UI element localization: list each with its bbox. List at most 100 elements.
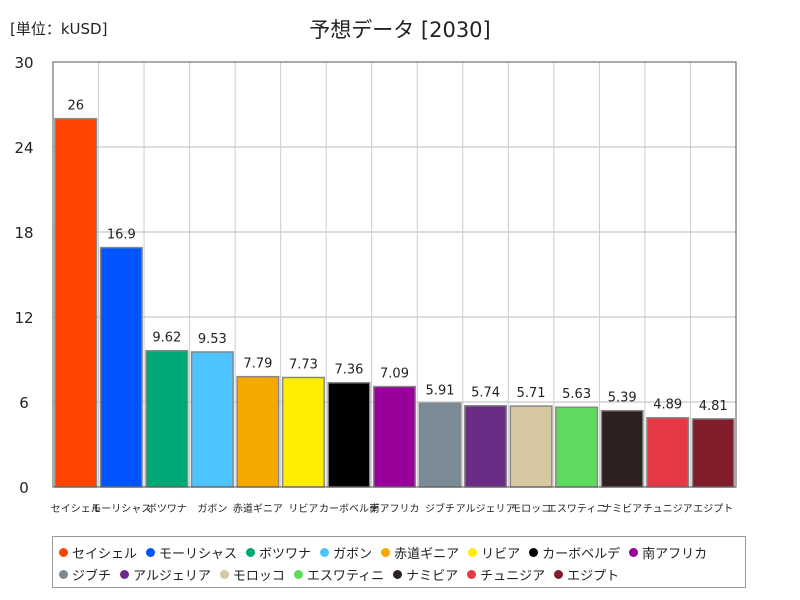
data-label: 9.62 xyxy=(152,331,181,346)
bar xyxy=(600,409,644,488)
legend-swatch xyxy=(293,569,303,579)
legend-item: モーリシャス xyxy=(146,541,237,563)
bar xyxy=(555,406,599,488)
legend-label: アルジェリア xyxy=(133,568,211,584)
legend-swatch xyxy=(59,569,68,579)
data-label: 5.71 xyxy=(517,386,546,401)
legend-item: 南アフリカ xyxy=(629,541,707,563)
legend-swatch xyxy=(393,569,403,579)
x-tick-label: ナミビア xyxy=(602,503,642,515)
x-tick-label: ガボン xyxy=(197,503,227,515)
legend-label: カーボベルデ xyxy=(542,546,621,562)
legend-item: アルジェリア xyxy=(120,563,211,585)
legend-item: チュニジア xyxy=(467,563,545,585)
legend-swatch xyxy=(467,569,477,579)
bar xyxy=(236,375,280,488)
legend-swatch xyxy=(629,547,639,557)
legend-label: ガボン xyxy=(333,546,373,562)
legend-label: モロッコ xyxy=(232,568,285,584)
legend-item: リビア xyxy=(468,541,520,563)
legend-swatch xyxy=(468,547,478,557)
data-label: 4.81 xyxy=(699,399,728,414)
legend-item: エジプト xyxy=(554,563,619,585)
data-label: 5.74 xyxy=(471,386,500,401)
y-tick-label: 6 xyxy=(19,394,29,412)
legend-label: エスワティニ xyxy=(306,568,385,584)
x-tick-label: エジプト xyxy=(693,503,733,515)
legend-item: 赤道ギニア xyxy=(381,541,459,563)
x-tick-label: リビア xyxy=(288,503,318,515)
data-label: 5.63 xyxy=(562,387,591,402)
data-label: 7.79 xyxy=(243,357,272,372)
legend-label: ジブチ xyxy=(72,568,112,584)
x-tick-label: モーリシャス xyxy=(91,504,151,515)
data-label: 7.09 xyxy=(380,367,409,382)
y-tick-label: 30 xyxy=(14,54,33,72)
legend-item: カーボベルデ xyxy=(529,541,620,563)
bar xyxy=(281,376,325,488)
legend-swatch xyxy=(120,569,130,579)
bar xyxy=(54,117,98,488)
bar xyxy=(646,416,690,488)
y-tick-label: 0 xyxy=(19,479,29,497)
legend-swatch xyxy=(219,569,229,579)
x-tick-label: チュニジア xyxy=(643,503,693,515)
bar xyxy=(464,404,508,488)
chart-title: 予想データ [2030] xyxy=(309,18,491,42)
legend-label: リビア xyxy=(481,546,521,562)
x-tick-label: ボツワナ xyxy=(147,503,187,515)
bar xyxy=(190,351,234,488)
x-tick-label: 南アフリカ xyxy=(370,502,420,515)
x-tick-label: 赤道ギニア xyxy=(233,502,283,515)
bar xyxy=(99,246,143,488)
legend-label: エジプト xyxy=(567,568,620,584)
bar xyxy=(327,381,371,488)
y-tick-label: 18 xyxy=(14,224,33,242)
unit-label: [単位：kUSD] xyxy=(10,20,108,38)
data-label: 9.53 xyxy=(198,332,227,347)
legend-label: モーリシャス xyxy=(159,546,238,562)
legend-label: 赤道ギニア xyxy=(394,546,460,562)
legend-label: セイシェル xyxy=(72,546,138,562)
legend-swatch xyxy=(554,569,564,579)
legend-item: ボツワナ xyxy=(246,541,311,563)
bar xyxy=(509,405,553,488)
legend-swatch xyxy=(529,547,539,557)
legend-item: セイシェル xyxy=(59,541,137,563)
legend-swatch xyxy=(246,547,256,557)
bar xyxy=(372,385,417,488)
legend-swatch xyxy=(146,547,156,557)
bar xyxy=(691,418,735,488)
x-tick-label: エスワティニ xyxy=(547,504,606,515)
legend-item: ガボン xyxy=(320,541,372,563)
legend-swatch xyxy=(320,547,330,557)
data-label: 26 xyxy=(67,99,84,114)
legend-label: ナミビア xyxy=(406,568,459,584)
y-tick-label: 12 xyxy=(14,309,33,327)
legend-label: 南アフリカ xyxy=(642,546,708,562)
x-tick-label: セイシェル xyxy=(51,503,101,515)
x-tick-label: アルジェリア xyxy=(456,504,516,515)
plot-frame xyxy=(52,61,737,488)
legend-item: ジブチ xyxy=(59,563,111,585)
data-label: 5.39 xyxy=(608,391,637,406)
legend-label: チュニジア xyxy=(480,568,546,584)
bar xyxy=(145,349,189,488)
data-label: 7.73 xyxy=(289,357,318,372)
legend-label: ボツワナ xyxy=(259,546,312,562)
x-tick-label: ジブチ xyxy=(425,502,455,515)
legend-swatch xyxy=(381,547,391,557)
legend-item: エスワティニ xyxy=(293,563,385,585)
data-label: 4.89 xyxy=(653,398,682,413)
data-label: 16.9 xyxy=(107,228,136,243)
legend-swatch xyxy=(59,547,68,557)
data-label: 7.36 xyxy=(334,363,363,378)
legend-item: モロッコ xyxy=(219,563,285,585)
y-tick-label: 24 xyxy=(14,139,33,157)
x-tick-label: カーボベルデ xyxy=(319,502,379,515)
legend: セイシェル モーリシャス ボツワナ ガボン 赤道ギニア リビア カーボベルデ 南アフリカジブチ… xyxy=(52,536,746,588)
data-label: 5.91 xyxy=(426,383,455,398)
bar xyxy=(418,402,462,488)
